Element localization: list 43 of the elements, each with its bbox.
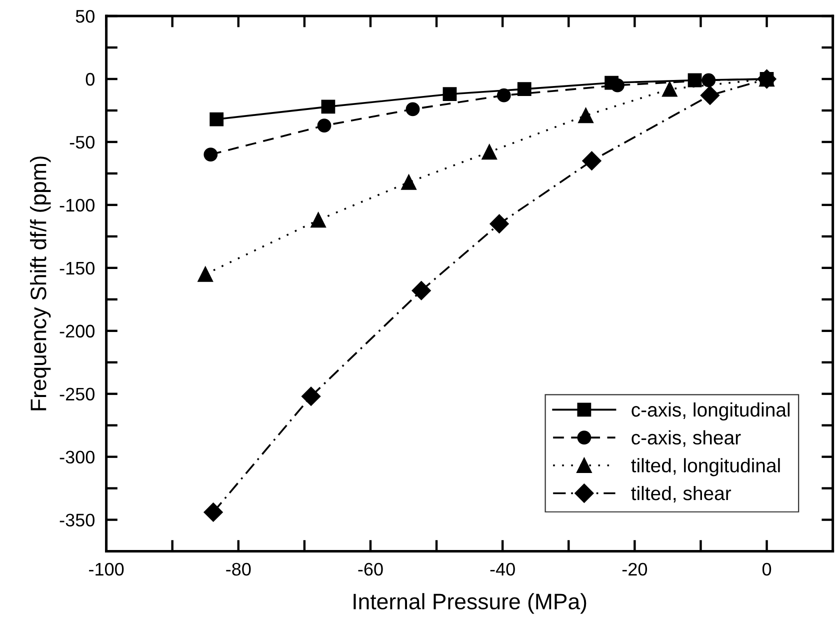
y-tick-label: -350	[60, 514, 94, 526]
x-tick-label: -100	[89, 562, 124, 576]
point	[302, 386, 321, 406]
point	[204, 148, 218, 162]
y-tick-label: -200	[60, 324, 94, 338]
y-tick-label: -250	[60, 388, 94, 401]
y-tick-label: -150	[60, 262, 94, 275]
point	[442, 87, 457, 102]
point	[482, 144, 498, 160]
point	[210, 112, 224, 126]
x-tick-label: 0	[762, 562, 772, 576]
legend-label: tilted, longitudinal	[631, 458, 780, 476]
point	[406, 102, 420, 116]
point	[662, 81, 678, 97]
point	[321, 100, 336, 114]
point	[582, 151, 602, 170]
y-tick-label: 0	[86, 72, 94, 86]
legend-label: tilted, shear	[631, 486, 732, 503]
y-tick-label: -300	[60, 450, 94, 464]
point	[198, 266, 214, 282]
y-tick-label: -50	[70, 136, 94, 149]
point	[517, 82, 532, 96]
point	[496, 88, 511, 102]
x-axis-title: Internal Pressure (MPa)	[354, 593, 586, 614]
y-axis-title: Frequency Shift df/f (ppm)	[30, 156, 51, 410]
legend-label: c-axis, longitudinal	[632, 402, 790, 421]
point	[412, 281, 431, 300]
y-tick-label: 50	[76, 10, 94, 23]
point	[700, 86, 720, 105]
x-tick-label: -60	[358, 562, 383, 576]
x-tick-label: -80	[226, 562, 251, 576]
x-tick-label: -20	[622, 562, 648, 576]
point	[401, 174, 416, 190]
point	[702, 73, 716, 88]
y-tick-label: -100	[60, 198, 94, 212]
x-tick-label: -40	[490, 562, 515, 576]
point	[490, 214, 509, 234]
point	[578, 108, 594, 124]
point	[310, 212, 326, 228]
legend-label: c-axis, shear	[632, 430, 741, 447]
point	[610, 78, 624, 92]
point	[204, 502, 223, 522]
point	[317, 118, 332, 133]
